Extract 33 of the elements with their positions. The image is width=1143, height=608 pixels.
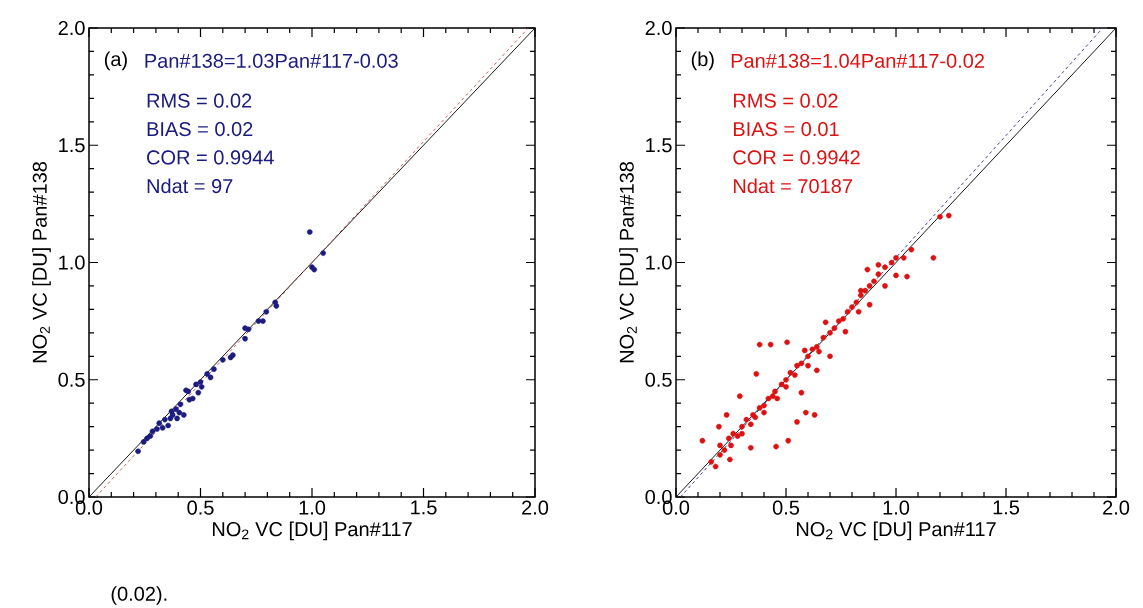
annotation: RMS = 0.02 (733, 93, 838, 108)
x-tick-label: 1.0 (299, 500, 326, 515)
annotation: (b) (691, 51, 714, 71)
annotation: Pan#138=1.03Pan#117-0.03 (145, 53, 398, 68)
annotation: COR = 0.9942 (733, 150, 860, 165)
annotation: (a) (104, 51, 127, 71)
annotation: BIAS = 0.02 (147, 121, 253, 137)
annotation: RMS = 0.02 (147, 93, 252, 108)
x-tick-label: 2.0 (522, 500, 549, 515)
y-tick-label: 1.0 (646, 255, 672, 270)
y-tick-label: 2.0 (645, 20, 672, 36)
y-tick-label: 0.5 (645, 372, 672, 387)
y-tick-label: 0.5 (58, 372, 85, 387)
x-tick-label: 0.5 (772, 500, 800, 515)
y-tick-label: 1.5 (646, 138, 672, 153)
x-axis-title: NO$_{2}$ VC [DU] Pan#117 (796, 521, 996, 541)
x-tick-label: 1.5 (411, 500, 437, 515)
annotation: BIAS = 0.01 (733, 121, 839, 137)
y-axis-title: NO$_{2}$ VC [DU] Pan#138 (619, 161, 638, 363)
y-tick-label: 1.5 (59, 138, 85, 153)
annotation: Pan#138=1.04Pan#117-0.02 (731, 53, 984, 68)
annotation: Ndat = 70187 (733, 178, 852, 194)
x-tick-label: 1.5 (993, 500, 1020, 515)
x-tick-label: 1.0 (883, 500, 910, 515)
x-axis-title: NO$_{2}$ VC [DU] Pan#117 (212, 521, 412, 541)
annotation: COR = 0.9944 (147, 150, 274, 165)
y-tick-label: 2.0 (58, 20, 85, 36)
text: (0.02). (111, 586, 167, 605)
x-tick-label: 2.0 (1103, 500, 1130, 515)
annotation: Ndat = 97 (147, 178, 233, 194)
x-tick-label: 0.5 (187, 500, 214, 515)
y-axis-title: NO$_{2}$ VC [DU] Pan#138 (32, 161, 51, 363)
y-tick-label: 1.0 (59, 255, 85, 270)
